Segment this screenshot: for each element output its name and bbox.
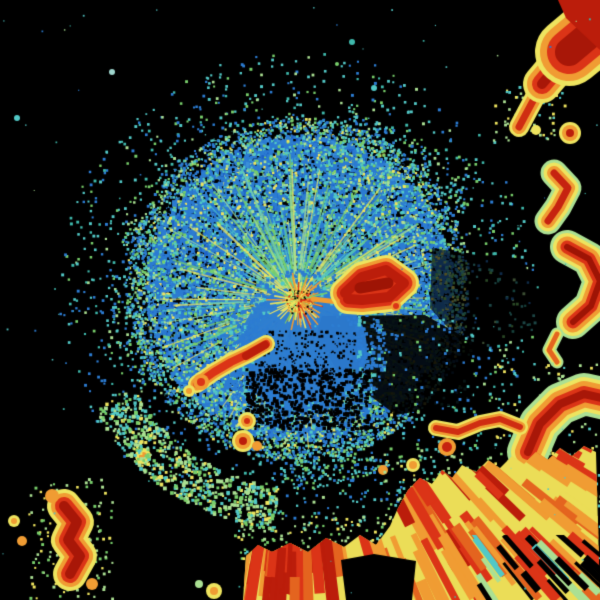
radar-display [0, 0, 600, 600]
radar-reflectivity-image [0, 0, 600, 600]
